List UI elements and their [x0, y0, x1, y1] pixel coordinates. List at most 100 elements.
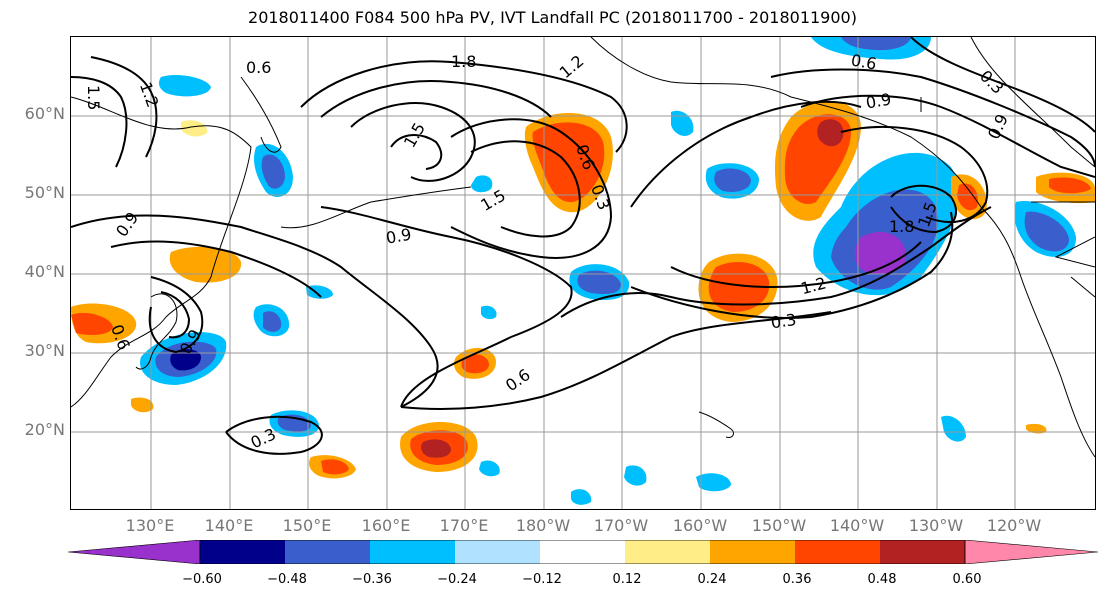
- pv-contour-20: [400, 311, 832, 410]
- lon-label-140e: 140°E: [204, 516, 254, 535]
- map-canvas: 0.6 1.8 1.2 1.5 1.2 1.5 0.9 1.5 0.9 0.6 …: [71, 37, 1095, 509]
- pv-contour-11: [320, 206, 573, 408]
- contour-label: 1.8: [889, 217, 914, 236]
- fill-positive-s5: [1026, 423, 1047, 434]
- colorbar-bin: [285, 540, 370, 564]
- pv-contour-14: [670, 241, 922, 288]
- pv-contour-12: [560, 206, 992, 318]
- colorbar-extend-high: [964, 540, 1098, 564]
- pv-contour-9: [450, 118, 613, 259]
- fill-negative-l: [696, 473, 731, 492]
- colorbar: [68, 540, 1098, 564]
- pv-contour-4: [160, 291, 191, 339]
- lon-label-170e: 170°E: [439, 516, 489, 535]
- pv-contour-16: [770, 68, 1095, 168]
- pv-contour-15: [630, 100, 862, 208]
- coast-kamchatka: [240, 76, 282, 153]
- fill-positive-s3: [181, 120, 208, 137]
- colorbar-tick: −0.24: [437, 572, 477, 587]
- lon-label-170w: 170°W: [593, 516, 649, 535]
- contour-label: 1.8: [451, 52, 476, 71]
- fill-negative-j: [941, 415, 966, 442]
- colorbar-tick: 0.36: [782, 572, 812, 587]
- coastlines: [71, 37, 1095, 458]
- fill-positive-s1-core: [321, 459, 349, 475]
- colorbar-tick: −0.60: [182, 572, 222, 587]
- pv-contour-13: [630, 211, 954, 319]
- fill-negative-b-mid: [263, 311, 282, 332]
- pv-contour-22: [71, 76, 128, 168]
- coast-japan: [135, 293, 178, 370]
- contour-label: 1.5: [400, 119, 429, 151]
- lat-label-20n: 20°N: [24, 420, 65, 439]
- lat-label-40n: 40°N: [24, 262, 65, 281]
- pv-contour-7: [350, 102, 476, 182]
- pv-contour-8: [390, 134, 443, 170]
- contour-label: 1.2: [556, 51, 588, 82]
- contour-label: 0.3: [770, 310, 798, 332]
- fill-positive-alaska-core: [817, 119, 844, 147]
- pv-contour-1: [71, 214, 439, 408]
- contour-label: 1.5: [84, 85, 103, 110]
- fill-negative-p: [481, 305, 497, 320]
- lon-label-130w: 130°W: [908, 516, 964, 535]
- fill-negative-gulf-core: [854, 232, 907, 274]
- contour-label: 0.3: [976, 66, 1007, 97]
- lon-label-180w: 180°W: [515, 516, 571, 535]
- fill-positive-s2: [131, 397, 154, 413]
- pv-contour-17: [800, 94, 1095, 178]
- fill-positive-np-mid: [532, 122, 605, 203]
- fill-positive-s4-core: [1049, 177, 1091, 194]
- pv-contour-10: [470, 140, 581, 238]
- colorbar-tick: 0.60: [952, 572, 982, 587]
- coast-us-border: [1031, 201, 1095, 298]
- fill-negative-i: [671, 110, 694, 136]
- pv-contours: [71, 37, 1095, 455]
- fill-negative-japan-core: [170, 349, 201, 371]
- colorbar-bin: [710, 540, 795, 564]
- coast-asia: [71, 96, 252, 408]
- fill-negative-c-mid: [577, 270, 621, 295]
- coast-aleutians: [280, 186, 472, 229]
- contour-label: 0.6: [246, 58, 271, 77]
- fill-negative-k: [624, 465, 647, 486]
- pv-contour-23: [90, 56, 158, 158]
- map-panel: 0.6 1.8 1.2 1.5 1.2 1.5 0.9 1.5 0.9 0.6 …: [70, 36, 1096, 510]
- lon-label-160w: 160°W: [672, 516, 728, 535]
- fill-positive-south-core: [421, 439, 451, 458]
- fill-negative-d-mid: [714, 168, 751, 192]
- fill-positive-bc-core: [957, 183, 978, 211]
- contour-label: 0.9: [385, 225, 413, 248]
- contour-label: 1.2: [136, 80, 163, 110]
- contour-label: 1.2: [799, 273, 829, 298]
- colorbar-tick: −0.12: [522, 572, 562, 587]
- lon-label-160e: 160°E: [361, 516, 411, 535]
- fill-negative-h: [471, 175, 493, 193]
- contour-label: 0.6: [850, 50, 878, 73]
- pv-contour-5: [300, 60, 628, 153]
- lon-label-150e: 150°E: [282, 516, 332, 535]
- lon-label-130e: 130°E: [125, 516, 175, 535]
- colorbar-extend-low: [68, 540, 201, 564]
- lon-label-150w: 150°W: [751, 516, 807, 535]
- fill-negative-m: [479, 460, 500, 477]
- colorbar-bin: [455, 540, 540, 564]
- contour-label: 0.9: [864, 89, 892, 112]
- colorbar-bin: [795, 540, 880, 564]
- colorbar-tick: 0.12: [612, 572, 642, 587]
- lat-label-50n: 50°N: [24, 183, 65, 202]
- page-title: 2018011400 F084 500 hPa PV, IVT Landfall…: [248, 8, 857, 27]
- pv-contour-24: [910, 37, 1095, 133]
- colorbar-tick: −0.36: [352, 572, 392, 587]
- colorbar-bin: [625, 540, 710, 564]
- coast-hawaii: [698, 411, 734, 438]
- lon-label-140w: 140°W: [829, 516, 885, 535]
- lat-label-60n: 60°N: [24, 104, 65, 123]
- colorbar-tick: 0.48: [867, 572, 897, 587]
- fill-negative-f-mid: [1024, 211, 1069, 252]
- pv-contour-6: [320, 80, 552, 118]
- fill-negative-a-mid: [261, 154, 285, 189]
- coast-canada: [920, 37, 1095, 168]
- lat-label-30n: 30°N: [24, 341, 65, 360]
- pv-contour-18: [840, 126, 989, 223]
